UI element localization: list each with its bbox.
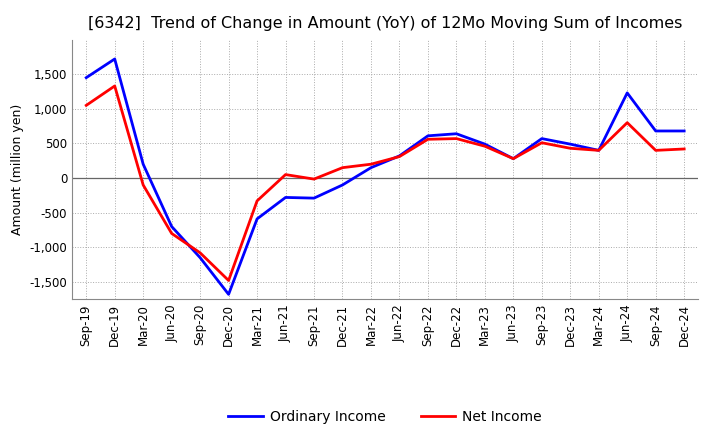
Net Income	[680, 147, 688, 152]
Ordinary Income	[366, 165, 375, 170]
Ordinary Income	[566, 142, 575, 147]
Ordinary Income	[82, 75, 91, 81]
Title: [6342]  Trend of Change in Amount (YoY) of 12Mo Moving Sum of Incomes: [6342] Trend of Change in Amount (YoY) o…	[88, 16, 683, 32]
Ordinary Income	[310, 195, 318, 201]
Net Income	[110, 83, 119, 88]
Ordinary Income	[282, 195, 290, 200]
Net Income	[423, 137, 432, 142]
Net Income	[595, 148, 603, 153]
Net Income	[395, 154, 404, 159]
Net Income	[338, 165, 347, 170]
Ordinary Income	[225, 292, 233, 297]
Net Income	[139, 182, 148, 187]
Net Income	[480, 143, 489, 149]
Ordinary Income	[338, 182, 347, 187]
Line: Net Income: Net Income	[86, 86, 684, 281]
Ordinary Income	[452, 131, 461, 136]
Y-axis label: Amount (million yen): Amount (million yen)	[11, 104, 24, 235]
Line: Ordinary Income: Ordinary Income	[86, 59, 684, 294]
Ordinary Income	[595, 148, 603, 153]
Net Income	[566, 146, 575, 151]
Ordinary Income	[680, 128, 688, 134]
Ordinary Income	[423, 133, 432, 139]
Legend: Ordinary Income, Net Income: Ordinary Income, Net Income	[223, 405, 547, 430]
Ordinary Income	[167, 224, 176, 229]
Ordinary Income	[652, 128, 660, 134]
Ordinary Income	[110, 56, 119, 62]
Net Income	[537, 140, 546, 145]
Net Income	[82, 103, 91, 108]
Net Income	[196, 250, 204, 256]
Ordinary Income	[395, 153, 404, 158]
Ordinary Income	[537, 136, 546, 141]
Ordinary Income	[196, 255, 204, 260]
Net Income	[509, 156, 518, 161]
Net Income	[652, 148, 660, 153]
Net Income	[310, 176, 318, 182]
Ordinary Income	[139, 161, 148, 167]
Net Income	[167, 231, 176, 236]
Ordinary Income	[623, 90, 631, 95]
Net Income	[225, 278, 233, 283]
Net Income	[623, 120, 631, 125]
Ordinary Income	[253, 216, 261, 221]
Ordinary Income	[509, 156, 518, 161]
Ordinary Income	[480, 142, 489, 147]
Net Income	[253, 198, 261, 204]
Net Income	[366, 161, 375, 167]
Net Income	[282, 172, 290, 177]
Net Income	[452, 136, 461, 141]
